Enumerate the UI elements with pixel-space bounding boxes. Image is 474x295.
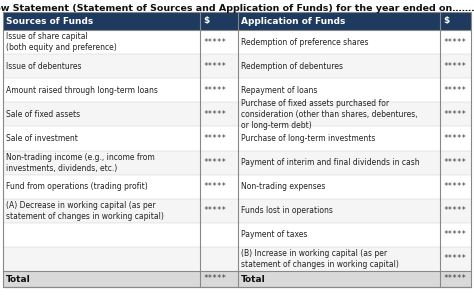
Text: Redemption of debentures: Redemption of debentures: [241, 62, 343, 71]
Text: Fund Flow Statement (Statement of Sources and Application of Funds) for the year: Fund Flow Statement (Statement of Source…: [0, 4, 474, 13]
Text: Application of Funds: Application of Funds: [241, 17, 346, 25]
Text: *****: *****: [443, 206, 466, 215]
Bar: [3, 54, 471, 78]
Text: *****: *****: [443, 255, 466, 263]
Text: *****: *****: [443, 134, 466, 143]
Bar: [3, 12, 238, 30]
Bar: [3, 247, 471, 271]
Text: Issue of debentures: Issue of debentures: [6, 62, 82, 71]
Text: *****: *****: [203, 182, 226, 191]
Bar: [3, 78, 471, 102]
Text: *****: *****: [203, 206, 226, 215]
Bar: [3, 199, 471, 223]
Bar: [3, 126, 471, 150]
Bar: [3, 175, 471, 199]
Text: $: $: [443, 17, 449, 25]
Text: Sale of fixed assets: Sale of fixed assets: [6, 110, 80, 119]
Bar: [3, 150, 471, 175]
Text: *****: *****: [443, 86, 466, 95]
Text: Payment of interim and final dividends in cash: Payment of interim and final dividends i…: [241, 158, 419, 167]
Text: Purchase of fixed assets purchased for
consideration (other than shares, debentu: Purchase of fixed assets purchased for c…: [241, 99, 418, 130]
Text: Non-trading income (e.g., income from
investments, dividends, etc.): Non-trading income (e.g., income from in…: [6, 153, 155, 173]
Text: Repayment of loans: Repayment of loans: [241, 86, 318, 95]
Text: *****: *****: [203, 134, 226, 143]
Text: Purchase of long-term investments: Purchase of long-term investments: [241, 134, 375, 143]
Bar: [3, 223, 471, 247]
Text: *****: *****: [203, 275, 226, 283]
Text: Total: Total: [6, 275, 31, 283]
Text: (A) Decrease in working capital (as per
statement of changes in working capital): (A) Decrease in working capital (as per …: [6, 201, 164, 221]
Text: *****: *****: [443, 62, 466, 71]
Text: Total: Total: [241, 275, 266, 283]
Text: $: $: [203, 17, 209, 25]
Bar: [3, 271, 238, 287]
Text: *****: *****: [443, 37, 466, 47]
Bar: [3, 102, 471, 126]
Text: Fund from operations (trading profit): Fund from operations (trading profit): [6, 182, 148, 191]
Text: Amount raised through long-term loans: Amount raised through long-term loans: [6, 86, 158, 95]
Text: *****: *****: [203, 110, 226, 119]
Text: *****: *****: [203, 62, 226, 71]
Text: *****: *****: [443, 110, 466, 119]
Bar: [3, 30, 471, 54]
Text: Payment of taxes: Payment of taxes: [241, 230, 307, 239]
Text: Issue of share capital
(both equity and preference): Issue of share capital (both equity and …: [6, 32, 117, 52]
Text: *****: *****: [443, 230, 466, 239]
Text: (B) Increase in working capital (as per
statement of changes in working capital): (B) Increase in working capital (as per …: [241, 249, 399, 269]
Text: *****: *****: [443, 158, 466, 167]
Text: *****: *****: [203, 158, 226, 167]
Text: *****: *****: [443, 275, 466, 283]
Text: Non-trading expenses: Non-trading expenses: [241, 182, 325, 191]
Text: *****: *****: [203, 37, 226, 47]
Text: Sale of investment: Sale of investment: [6, 134, 78, 143]
Bar: [238, 12, 471, 30]
Text: *****: *****: [203, 86, 226, 95]
Text: Sources of Funds: Sources of Funds: [6, 17, 93, 25]
Text: Funds lost in operations: Funds lost in operations: [241, 206, 333, 215]
Text: *****: *****: [443, 182, 466, 191]
Text: Redemption of preference shares: Redemption of preference shares: [241, 37, 368, 47]
Bar: [238, 271, 471, 287]
